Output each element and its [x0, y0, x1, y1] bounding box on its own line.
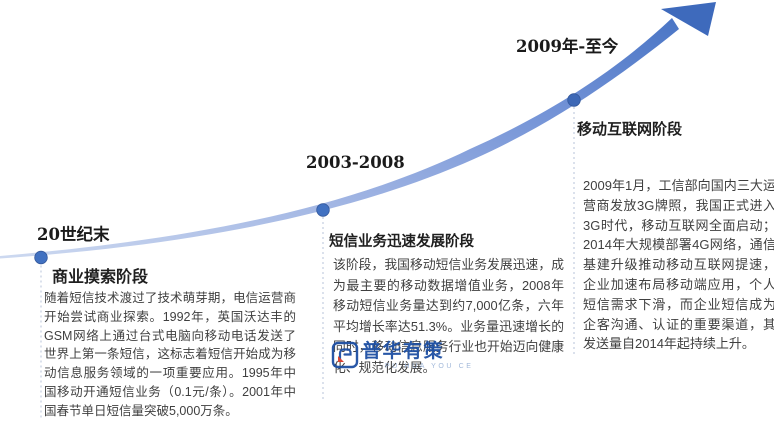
stage2-period-label: 2003-2008	[306, 153, 405, 172]
stage1-heading: 商业摸索阶段	[52, 269, 149, 286]
stage2-body: 该阶段，我国移动短信业务发展迅速，成为最主要的移动数据增值业务，2008年移动短…	[333, 257, 564, 375]
stage1-period-label: 20世纪末	[37, 225, 110, 244]
stage3-milestone-dot	[567, 93, 581, 107]
stage1-body: 随着短信技术渡过了技术萌芽期，电信运营商开始尝试商业探索。1992年，英国沃达丰…	[44, 291, 296, 418]
stage3-period-label: 2009年-至今	[516, 37, 619, 56]
watermark-logo-icon	[331, 341, 359, 369]
stage2-heading: 短信业务迅速发展阶段	[329, 234, 474, 250]
stage3-body: 2009年1月，工信部向国内三大运营商发放3G牌照，我国正式进入3G时代，移动互…	[583, 178, 774, 352]
arrowhead-icon	[661, 2, 716, 36]
stage2-milestone-dot	[316, 203, 330, 217]
watermark: 普华有策 PU HUA YOU CE	[331, 341, 474, 370]
watermark-name: 普华有策	[362, 341, 445, 362]
watermark-tagline: PU HUA YOU CE	[385, 363, 474, 370]
stage1-milestone-dot	[34, 250, 48, 265]
stage3-heading: 移动互联网阶段	[577, 121, 683, 138]
